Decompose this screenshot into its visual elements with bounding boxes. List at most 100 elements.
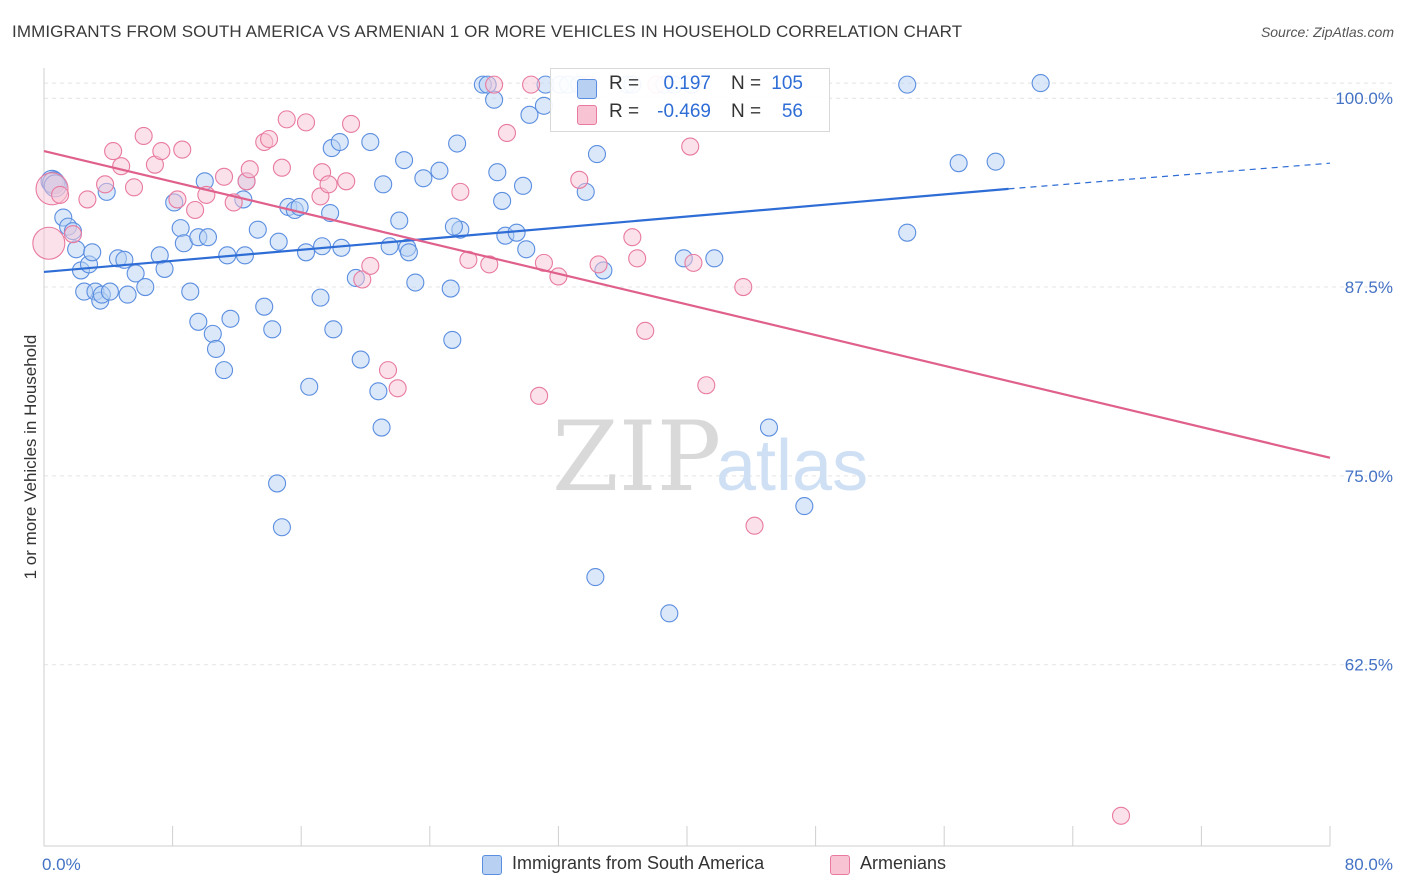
trend-line-armenians: [43, 150, 1331, 459]
point-armenians: [134, 126, 153, 146]
point-immigrants: [898, 75, 917, 94]
stats-row-armenians: R = -0.469 N = 56: [551, 101, 829, 131]
point-immigrants: [705, 249, 724, 268]
swatch-pink: [577, 105, 597, 125]
point-immigrants: [380, 237, 399, 256]
point-immigrants: [255, 297, 274, 316]
point-armenians: [636, 321, 655, 340]
point-immigrants: [189, 312, 208, 331]
point-immigrants: [118, 285, 137, 304]
point-immigrants: [517, 240, 536, 259]
point-immigrants: [324, 320, 343, 339]
point-armenians: [628, 249, 647, 268]
point-armenians: [353, 270, 372, 289]
point-immigrants: [248, 220, 267, 239]
r-value: 0.197: [663, 73, 711, 94]
trend-line-immigrants-projection: [1008, 162, 1331, 190]
point-immigrants: [351, 350, 370, 369]
point-armenians: [63, 225, 82, 244]
point-immigrants: [1031, 74, 1050, 93]
point-armenians: [1111, 806, 1131, 825]
point-immigrants: [414, 169, 433, 188]
point-armenians: [124, 178, 144, 197]
watermark-atlas: atlas: [716, 426, 868, 506]
point-armenians: [277, 110, 296, 129]
point-immigrants: [485, 90, 504, 109]
point-immigrants: [269, 232, 288, 251]
point-armenians: [272, 158, 291, 177]
point-immigrants: [330, 132, 349, 152]
point-armenians: [296, 113, 316, 132]
point-immigrants: [898, 223, 917, 242]
point-armenians: [388, 379, 407, 398]
point-armenians: [51, 185, 70, 204]
point-immigrants: [311, 288, 330, 307]
r-value: -0.469: [657, 101, 711, 122]
point-armenians: [530, 386, 549, 405]
point-immigrants: [660, 604, 679, 623]
legend-label: Immigrants from South America: [512, 853, 765, 873]
point-immigrants: [67, 240, 86, 259]
n-label: N =: [731, 101, 762, 122]
point-immigrants: [300, 377, 319, 396]
point-armenians: [341, 114, 361, 133]
point-immigrants: [395, 151, 414, 170]
point-immigrants: [406, 273, 425, 292]
chart-title: IMMIGRANTS FROM SOUTH AMERICA VS ARMENIA…: [12, 22, 963, 41]
point-immigrants: [374, 175, 393, 194]
point-immigrants: [100, 282, 119, 301]
point-armenians: [497, 123, 517, 143]
axis-labels: 100.0% 87.5% 75.0% 62.5% 0.0% 80.0% 1 or more …: [21, 89, 1393, 874]
point-armenians: [96, 175, 115, 194]
point-immigrants: [430, 161, 449, 180]
point-immigrants: [313, 237, 332, 256]
point-immigrants: [441, 279, 460, 298]
point-immigrants: [214, 361, 234, 380]
point-immigrants: [587, 145, 607, 164]
point-immigrants: [586, 568, 605, 587]
point-immigrants: [155, 259, 174, 278]
x-tick-label: 0.0%: [42, 855, 81, 874]
r-label: R =: [609, 73, 640, 94]
y-tick-label: 100.0%: [1335, 89, 1393, 108]
trend-lines: [43, 150, 1331, 459]
point-immigrants: [206, 339, 226, 359]
n-value: 56: [781, 101, 803, 122]
point-immigrants: [296, 243, 316, 262]
point-immigrants: [136, 277, 155, 297]
source-label: Source: ZipAtlas.com: [1260, 24, 1394, 40]
point-immigrants: [986, 152, 1005, 171]
stats-row-immigrants: R = 0.197 N = 105: [551, 73, 829, 103]
point-immigrants: [949, 154, 968, 173]
watermark: ZIP atlas: [552, 401, 868, 513]
point-armenians: [485, 75, 504, 94]
point-armenians: [152, 142, 171, 161]
y-tick-label: 87.5%: [1345, 278, 1393, 297]
point-armenians: [361, 256, 380, 275]
point-immigrants: [203, 324, 222, 343]
point-immigrants: [443, 330, 462, 349]
legend-swatch-pink: [830, 855, 850, 875]
point-immigrants: [83, 243, 102, 262]
point-immigrants: [372, 418, 391, 437]
point-immigrants: [390, 211, 409, 230]
point-armenians: [240, 160, 259, 179]
point-immigrants: [448, 134, 467, 153]
point-immigrants: [171, 219, 190, 238]
point-armenians: [681, 137, 700, 156]
y-axis-title: 1 or more Vehicles in Household: [21, 335, 40, 580]
point-armenians: [570, 170, 589, 189]
point-armenians: [589, 255, 608, 274]
series-legend: Immigrants from South America Armenians: [0, 853, 1406, 877]
r-label: R =: [609, 101, 640, 122]
stats-legend: R = 0.197 N = 105 R = -0.469 N = 56: [550, 68, 830, 132]
point-immigrants: [221, 309, 240, 328]
legend-label: Armenians: [860, 853, 947, 873]
point-armenians: [32, 226, 66, 260]
x-tick-label: 80.0%: [1345, 855, 1393, 874]
point-immigrants: [198, 228, 218, 247]
point-immigrants: [444, 217, 463, 236]
trend-line-immigrants: [43, 187, 1009, 274]
point-armenians: [337, 172, 356, 191]
